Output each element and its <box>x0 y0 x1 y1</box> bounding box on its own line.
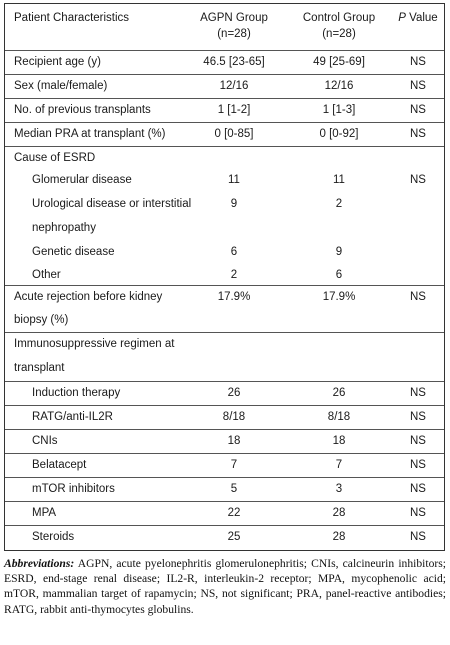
header-agpn-n: (n=28) <box>217 28 251 40</box>
control-value: 8/18 <box>327 411 351 423</box>
table-row: No. of previous transplants 1 [1-2] 1 [1… <box>5 99 444 123</box>
group-label-continued: transplant <box>14 362 65 374</box>
table-row: Acute rejection before kidney biopsy (%)… <box>5 286 444 333</box>
control-value: 2 <box>335 198 343 210</box>
row-label: Median PRA at transplant (%) <box>14 128 166 140</box>
table-row: Induction therapy 26 26 NS <box>5 382 444 406</box>
header-control-label: Control Group <box>302 12 376 24</box>
control-value: 28 <box>332 531 346 543</box>
agpn-value: 18 <box>227 435 241 447</box>
row-label: RATG/anti-IL2R <box>32 411 113 423</box>
control-value: 12/16 <box>324 80 354 92</box>
row-label: Recipient age (y) <box>14 56 101 68</box>
p-value: NS <box>410 104 426 116</box>
control-value: 18 <box>332 435 346 447</box>
agpn-value: 26 <box>227 387 241 399</box>
p-value: NS <box>410 459 426 471</box>
row-label: Acute rejection before kidney <box>14 291 163 303</box>
control-value: 9 <box>335 246 343 258</box>
agpn-value: 25 <box>227 531 241 543</box>
row-label: Induction therapy <box>32 387 121 399</box>
row-label: Glomerular disease <box>32 174 132 186</box>
footnote-label: Abbreviations: <box>4 557 75 570</box>
control-value: 0 [0-92] <box>319 128 359 140</box>
table-row: Steroids 25 28 NS <box>5 526 444 549</box>
row-label: Steroids <box>32 531 75 543</box>
group-label: Immunosuppressive regimen at <box>14 338 175 350</box>
table-row: MPA 22 28 NS <box>5 502 444 526</box>
agpn-value: 5 <box>230 483 238 495</box>
agpn-value: 0 [0-85] <box>214 128 254 140</box>
p-value: NS <box>410 387 426 399</box>
agpn-value: 9 <box>230 198 238 210</box>
control-value: 7 <box>335 459 343 471</box>
p-value: NS <box>410 56 426 68</box>
row-label: Sex (male/female) <box>14 80 108 92</box>
table-row: Belatacept 7 7 NS <box>5 454 444 478</box>
row-label: Other <box>32 269 61 281</box>
agpn-value: 2 <box>230 269 238 281</box>
agpn-value: 11 <box>228 174 240 186</box>
control-value: 3 <box>335 483 343 495</box>
agpn-value: 1 [1-2] <box>217 104 251 116</box>
agpn-value: 12/16 <box>219 80 249 92</box>
p-value: NS <box>410 128 426 140</box>
header-p-value: P Value <box>398 9 438 27</box>
header-agpn-group: AGPN Group (n=28) <box>183 10 285 42</box>
p-value: NS <box>410 483 426 495</box>
row-label: Belatacept <box>32 459 87 471</box>
header-control-n: (n=28) <box>322 28 356 40</box>
table-row-group-immunosuppressive: Immunosuppressive regimen at transplant <box>5 333 444 382</box>
table-row: CNIs 18 18 NS <box>5 430 444 454</box>
table-row: Sex (male/female) 12/16 12/16 NS <box>5 75 444 99</box>
row-label: CNIs <box>32 435 58 447</box>
footnote-text: AGPN, acute pyelonephritis glomeruloneph… <box>4 557 446 616</box>
control-value: 6 <box>335 269 343 281</box>
agpn-value: 8/18 <box>222 411 246 423</box>
header-p-italic: P <box>398 12 406 24</box>
agpn-value: 46.5 [23-65] <box>203 56 265 68</box>
control-value: 49 [25-69] <box>313 56 365 68</box>
row-label: mTOR inhibitors <box>32 483 115 495</box>
table-row: Median PRA at transplant (%) 0 [0-85] 0 … <box>5 123 444 147</box>
row-label-continued: biopsy (%) <box>14 314 69 326</box>
control-value: 17.9% <box>322 291 356 303</box>
p-value: NS <box>410 531 426 543</box>
control-value: 11 <box>333 174 345 186</box>
table-row: mTOR inhibitors 5 3 NS <box>5 478 444 502</box>
control-value: 1 [1-3] <box>322 104 356 116</box>
agpn-value: 7 <box>230 459 238 471</box>
agpn-value: 6 <box>230 246 238 258</box>
characteristics-table: Patient Characteristics AGPN Group (n=28… <box>4 3 445 551</box>
row-label: Urological disease or interstitial <box>32 198 192 210</box>
p-value: NS <box>410 291 426 303</box>
row-label: No. of previous transplants <box>14 104 151 116</box>
row-label: MPA <box>32 507 57 519</box>
group-label: Cause of ESRD <box>14 152 96 164</box>
header-agpn-label: AGPN Group <box>200 12 268 24</box>
table-row: Recipient age (y) 46.5 [23-65] 49 [25-69… <box>5 51 444 75</box>
header-control-group: Control Group (n=28) <box>287 10 391 42</box>
p-value: NS <box>410 174 426 186</box>
row-label: Genetic disease <box>32 246 115 258</box>
p-value: NS <box>410 80 426 92</box>
agpn-value: 17.9% <box>217 291 251 303</box>
header-patient-characteristics: Patient Characteristics <box>14 12 130 24</box>
header-p-rest: Value <box>405 12 438 24</box>
table-row: RATG/anti-IL2R 8/18 8/18 NS <box>5 406 444 430</box>
p-value: NS <box>410 507 426 519</box>
control-value: 26 <box>332 387 346 399</box>
row-label-continued: nephropathy <box>32 222 96 234</box>
table-footnote: Abbreviations: AGPN, acute pyelonephriti… <box>4 556 446 617</box>
p-value: NS <box>410 411 426 423</box>
table-row-group-cause-of-esrd: Cause of ESRD Glomerular disease 11 11 N… <box>5 147 444 286</box>
agpn-value: 22 <box>227 507 241 519</box>
p-value: NS <box>410 435 426 447</box>
control-value: 28 <box>332 507 346 519</box>
table-header: Patient Characteristics AGPN Group (n=28… <box>5 4 444 51</box>
